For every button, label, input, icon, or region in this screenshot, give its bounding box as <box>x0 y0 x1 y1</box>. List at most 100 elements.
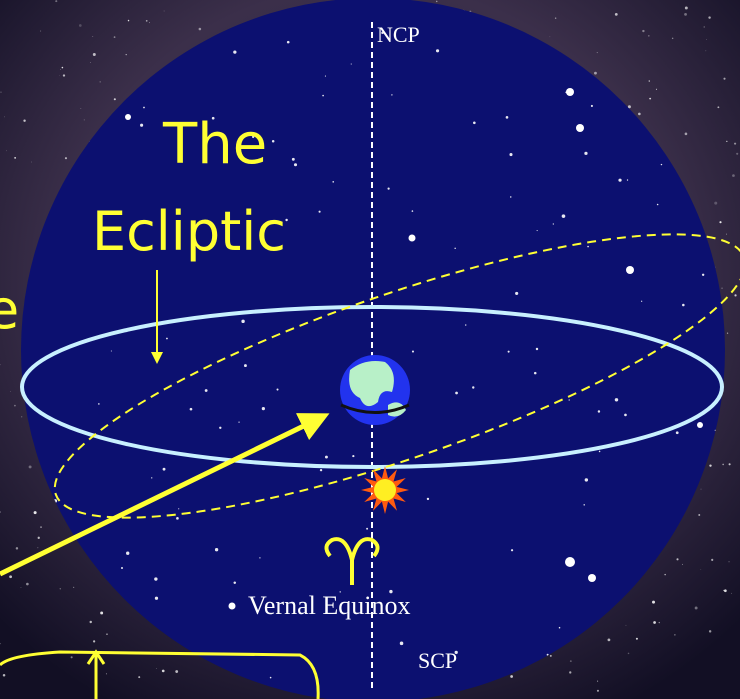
star <box>14 157 16 159</box>
star <box>664 573 666 576</box>
bottom-callout <box>0 650 320 699</box>
star <box>597 410 601 413</box>
star <box>154 596 159 600</box>
star <box>565 557 575 567</box>
star <box>576 124 584 132</box>
star <box>515 291 519 296</box>
star <box>624 413 627 417</box>
star <box>177 140 179 142</box>
star <box>596 52 598 54</box>
star <box>30 161 33 163</box>
star <box>244 364 247 368</box>
star <box>286 40 290 44</box>
star <box>59 588 61 590</box>
star <box>198 27 202 31</box>
star <box>653 621 656 624</box>
star <box>350 63 352 65</box>
star <box>627 105 631 109</box>
star <box>155 668 157 669</box>
star <box>0 642 1 645</box>
star <box>37 536 40 539</box>
celestial-equator <box>20 305 724 469</box>
star <box>293 163 298 167</box>
star <box>276 388 279 391</box>
star <box>261 407 265 411</box>
star <box>64 157 68 160</box>
star <box>411 210 414 212</box>
star <box>717 106 720 109</box>
star <box>648 80 650 82</box>
star <box>726 140 728 142</box>
star <box>594 71 597 75</box>
star <box>391 94 393 96</box>
star <box>510 196 512 198</box>
star <box>641 300 643 302</box>
ecliptic-label: Ecliptic <box>92 200 286 263</box>
star <box>694 606 698 610</box>
star <box>0 511 1 513</box>
star <box>318 210 321 213</box>
star <box>618 178 622 182</box>
star <box>83 119 85 121</box>
star <box>100 611 104 615</box>
star <box>14 404 16 407</box>
star <box>569 671 572 674</box>
star <box>113 36 116 38</box>
star <box>319 469 323 472</box>
star <box>626 179 629 181</box>
scp-label: SCP <box>418 648 457 673</box>
star <box>143 106 145 109</box>
star <box>708 16 711 19</box>
star <box>40 526 42 528</box>
bottom-pointer <box>86 649 106 699</box>
star <box>426 497 430 501</box>
star <box>408 234 416 242</box>
star <box>614 398 619 402</box>
star <box>626 266 634 274</box>
star <box>366 527 369 530</box>
star <box>674 634 676 636</box>
star <box>549 654 552 657</box>
star <box>731 592 732 594</box>
star <box>734 142 737 145</box>
star <box>40 30 42 32</box>
star <box>271 140 275 143</box>
star <box>590 104 593 107</box>
star <box>698 513 701 516</box>
star <box>251 135 255 139</box>
star <box>37 547 39 549</box>
star <box>387 187 390 190</box>
star <box>148 22 150 24</box>
star <box>9 575 12 579</box>
star <box>597 680 599 682</box>
star <box>163 10 165 12</box>
star <box>93 640 96 643</box>
star <box>62 74 66 77</box>
star <box>322 94 324 97</box>
star <box>732 174 735 177</box>
ecliptic-path <box>53 233 740 519</box>
star <box>676 558 679 561</box>
star <box>73 586 75 588</box>
star <box>2 673 6 677</box>
star <box>113 98 116 101</box>
star <box>204 389 208 392</box>
star <box>549 36 551 38</box>
star <box>89 620 92 624</box>
star <box>465 324 467 326</box>
star <box>454 247 456 250</box>
star <box>648 35 650 37</box>
star <box>58 75 60 77</box>
star <box>473 121 476 125</box>
star <box>399 641 404 646</box>
star <box>682 303 685 307</box>
star <box>684 12 687 16</box>
star <box>705 50 707 52</box>
star <box>324 455 328 459</box>
star <box>588 574 596 582</box>
star <box>721 287 723 290</box>
star <box>568 399 570 401</box>
star <box>211 116 215 120</box>
star <box>561 214 566 218</box>
